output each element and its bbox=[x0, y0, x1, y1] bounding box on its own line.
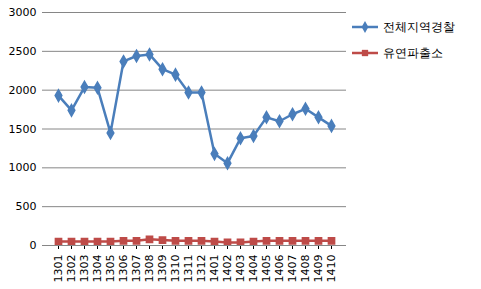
svg-text:1302: 1302 bbox=[65, 255, 78, 283]
svg-text:3000: 3000 bbox=[9, 6, 37, 19]
svg-text:2000: 2000 bbox=[9, 84, 37, 97]
svg-text:1404: 1404 bbox=[247, 255, 260, 283]
svg-text:1307: 1307 bbox=[130, 255, 143, 283]
svg-text:1306: 1306 bbox=[117, 255, 130, 283]
svg-text:1305: 1305 bbox=[104, 255, 117, 283]
svg-text:2500: 2500 bbox=[9, 45, 37, 58]
svg-text:1403: 1403 bbox=[234, 255, 247, 283]
svg-text:1301: 1301 bbox=[52, 255, 65, 283]
svg-text:1309: 1309 bbox=[156, 255, 169, 283]
svg-text:1405: 1405 bbox=[260, 255, 273, 283]
svg-text:1406: 1406 bbox=[273, 255, 286, 283]
svg-text:1304: 1304 bbox=[91, 255, 104, 283]
svg-text:1000: 1000 bbox=[9, 161, 37, 174]
svg-text:1401: 1401 bbox=[208, 255, 221, 283]
svg-text:1407: 1407 bbox=[286, 255, 299, 283]
svg-text:0: 0 bbox=[30, 239, 37, 252]
svg-text:1312: 1312 bbox=[195, 255, 208, 283]
svg-text:1408: 1408 bbox=[299, 255, 312, 283]
svg-text:500: 500 bbox=[16, 200, 37, 213]
html-text:유연파출소: 유연파출소 bbox=[383, 45, 443, 60]
svg-text:1410: 1410 bbox=[325, 255, 338, 283]
html-text:전체지역경찰: 전체지역경찰 bbox=[383, 19, 455, 34]
svg-text:1500: 1500 bbox=[9, 123, 37, 136]
svg-text:1310: 1310 bbox=[169, 255, 182, 283]
svg-text:1303: 1303 bbox=[78, 255, 91, 283]
svg-text:1402: 1402 bbox=[221, 255, 234, 283]
svg-text:1308: 1308 bbox=[143, 255, 156, 283]
svg-text:1311: 1311 bbox=[182, 255, 195, 283]
svg-text:1409: 1409 bbox=[312, 255, 325, 283]
